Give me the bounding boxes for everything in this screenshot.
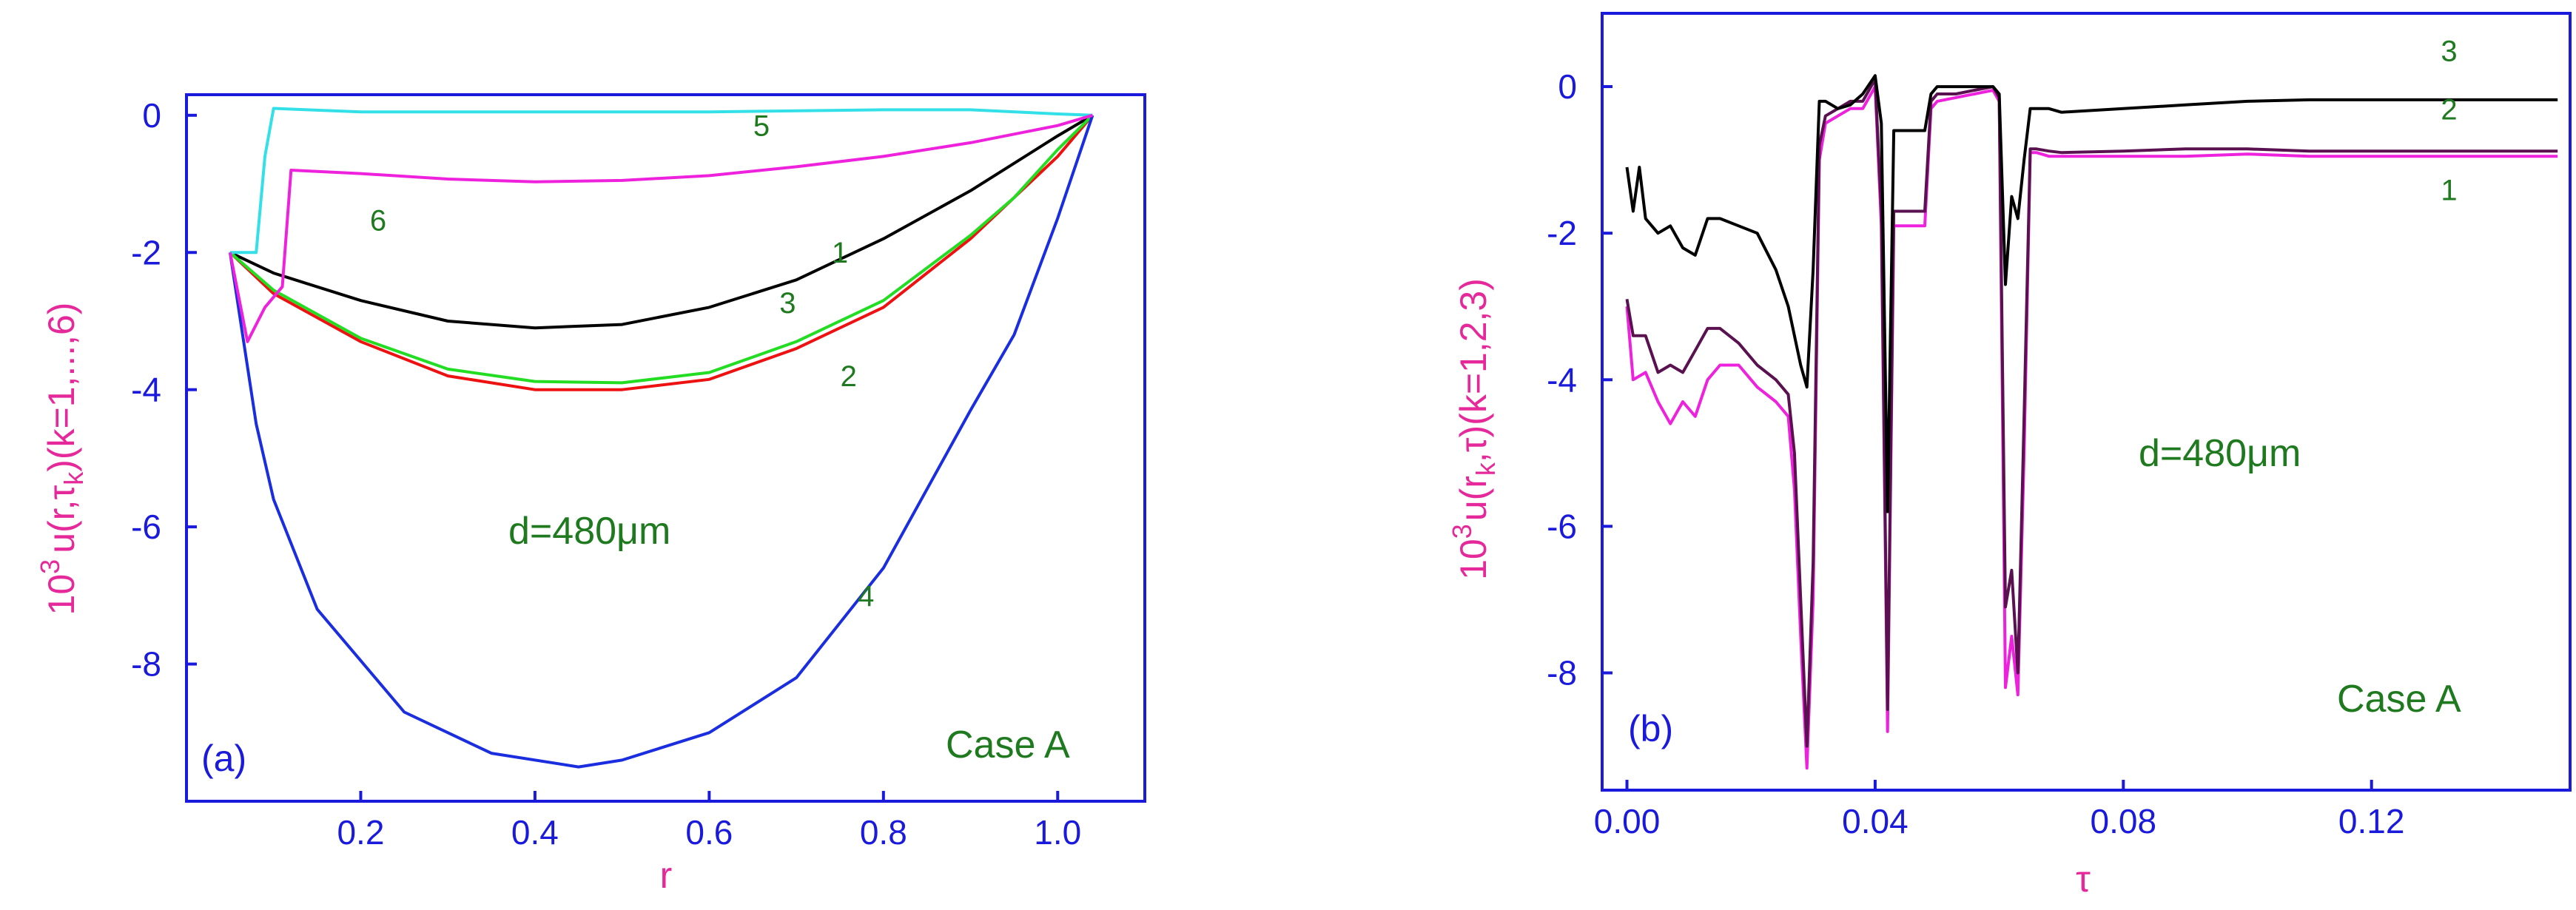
panel-a-frame	[185, 93, 1146, 803]
panel-a-ylabel: 103 u(r,τk)(k=1,...,6)	[35, 303, 89, 616]
panel-b-ytick-label: -4	[1547, 360, 1577, 399]
panel-a-ticks: 0.2 0.4 0.6 0.8 1.0 0 -2 -4 -6 -8	[131, 96, 1081, 852]
panel-a-ylabel-tail: )(k=1,...,6)	[41, 303, 82, 472]
panel-b-case-annotation: Case A	[2337, 678, 2461, 721]
panel-b-frame	[1601, 12, 2572, 792]
panel-a-series-5-line	[229, 107, 1093, 255]
panel-b-ylabel-base: 10	[1453, 539, 1494, 580]
panel-a-label: (a)	[201, 738, 246, 779]
panel-b-ylabel-sub: k	[1470, 462, 1501, 476]
panel-a-curves	[228, 107, 1094, 769]
panel-a-ytick-label: 0	[142, 96, 161, 135]
panel-a-series-4-line	[228, 115, 1094, 769]
panel-a-curve-label-5: 5	[753, 110, 770, 143]
panel-a-case-annotation: Case A	[946, 724, 1070, 766]
panel-a-xtick-label: 0.2	[337, 813, 384, 852]
panel-b-curve-labels: 3 2 1	[2441, 35, 2457, 206]
panel-b-ticks: 0.00 0.04 0.08 0.12 0 -2 -4 -6 -8	[1547, 67, 2404, 840]
panel-b-curve-label-1: 1	[2441, 175, 2457, 207]
panel-b-label: (b)	[1628, 708, 1673, 749]
panel-a-xlabel: r	[660, 855, 673, 896]
panel-a-ylabel-exp: 3	[35, 559, 65, 574]
panel-b-xtick-label: 0.04	[1842, 802, 1909, 840]
panel-b-series-1-line	[1625, 85, 2558, 770]
panel-a-ylabel-text: u(r,τ	[41, 485, 82, 553]
panel-a-curve-label-3: 3	[779, 287, 796, 320]
panel-b-ylabel: 103 u(rk,τ)(k=1,2,3)	[1447, 278, 1501, 580]
panel-a-curve-label-2: 2	[841, 360, 857, 393]
panel-b-thickness-annotation: d=480μm	[2139, 432, 2301, 475]
panel-a-thickness-annotation: d=480μm	[508, 510, 670, 553]
panel-b-ytick-label: -8	[1547, 654, 1577, 692]
panel-b-series-2-line	[1625, 78, 2558, 748]
panel-a-series-6-line	[228, 113, 1093, 343]
panel-a-curve-labels: 5 6 1 3 2 4	[370, 110, 875, 613]
panel-b-ylabel-text: u(r	[1453, 476, 1494, 521]
panel-a-ytick-label: -2	[131, 233, 161, 272]
panel-b-series-3-line	[1625, 74, 2558, 513]
panel-a-xtick-label: 0.6	[685, 813, 733, 852]
panel-b-chart: 0.00 0.04 0.08 0.12 0 -2 -4 -6 -8 3 2 1 d=480μm Ca…	[1447, 12, 2572, 900]
panel-a-curve-label-4: 4	[858, 580, 874, 613]
panel-b-xtick-label: 0.08	[2091, 802, 2157, 840]
panel-b-ytick-label: 0	[1558, 67, 1577, 106]
panel-b-curve-label-3: 3	[2441, 35, 2457, 67]
panel-a-ytick-label: -6	[131, 508, 161, 546]
panel-b-ytick-label: -6	[1547, 507, 1577, 545]
panel-b-xlabel: τ	[2076, 858, 2091, 900]
panel-b-ylabel-exp: 3	[1447, 524, 1477, 539]
panel-a-ytick-label: -8	[131, 645, 161, 684]
panel-b-curves	[1625, 74, 2558, 770]
panel-a-curve-label-1: 1	[832, 237, 848, 269]
panel-a-xtick-label: 0.8	[860, 813, 907, 852]
panel-b-xtick-label: 0.12	[2338, 802, 2405, 840]
panel-a-series-3-line	[229, 114, 1094, 385]
panel-a-ylabel-base: 10	[41, 574, 82, 616]
panel-b-ytick-label: -2	[1547, 214, 1577, 252]
panel-a-ytick-label: -4	[131, 371, 161, 409]
panel-b-curve-label-2: 2	[2441, 94, 2457, 127]
panel-a-xtick-label: 0.4	[511, 813, 559, 852]
panel-a-xtick-label: 1.0	[1034, 813, 1081, 852]
panel-b-ylabel-tail: ,τ)(k=1,2,3)	[1453, 278, 1494, 462]
panel-a-curve-label-6: 6	[370, 205, 386, 237]
panel-a-series-1-line	[229, 114, 1094, 330]
panel-a-series-2-line	[229, 114, 1094, 391]
panel-b-xtick-label: 0.00	[1594, 802, 1661, 840]
panel-a-ylabel-sub: k	[58, 471, 89, 485]
